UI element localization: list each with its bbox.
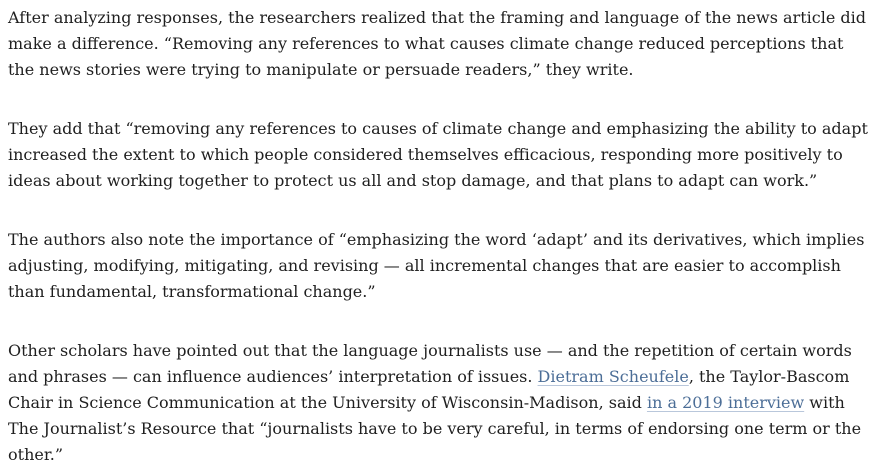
paragraph-text: Other scholars have pointed out that the… [8,341,852,386]
paragraph-text: , the Taylor-Bascom Chair in Science Com… [8,367,850,412]
paragraph-text: After analyzing responses, the researche… [8,8,866,79]
paragraph-removing-references: They add that “removing any references t… [8,116,871,194]
link-2019-interview[interactable]: in a 2019 interview [646,393,805,412]
paragraph-text: The authors also note the importance of … [8,230,865,301]
paragraph-other-scholars: Other scholars have pointed out that the… [8,338,871,468]
paragraph-emphasizing-adapt: The authors also note the importance of … [8,227,871,305]
paragraph-framing-language: After analyzing responses, the researche… [8,5,871,83]
link-dietram-scheufele[interactable]: Dietram Scheufele [537,367,689,386]
paragraph-text: They add that “removing any references t… [8,119,868,190]
